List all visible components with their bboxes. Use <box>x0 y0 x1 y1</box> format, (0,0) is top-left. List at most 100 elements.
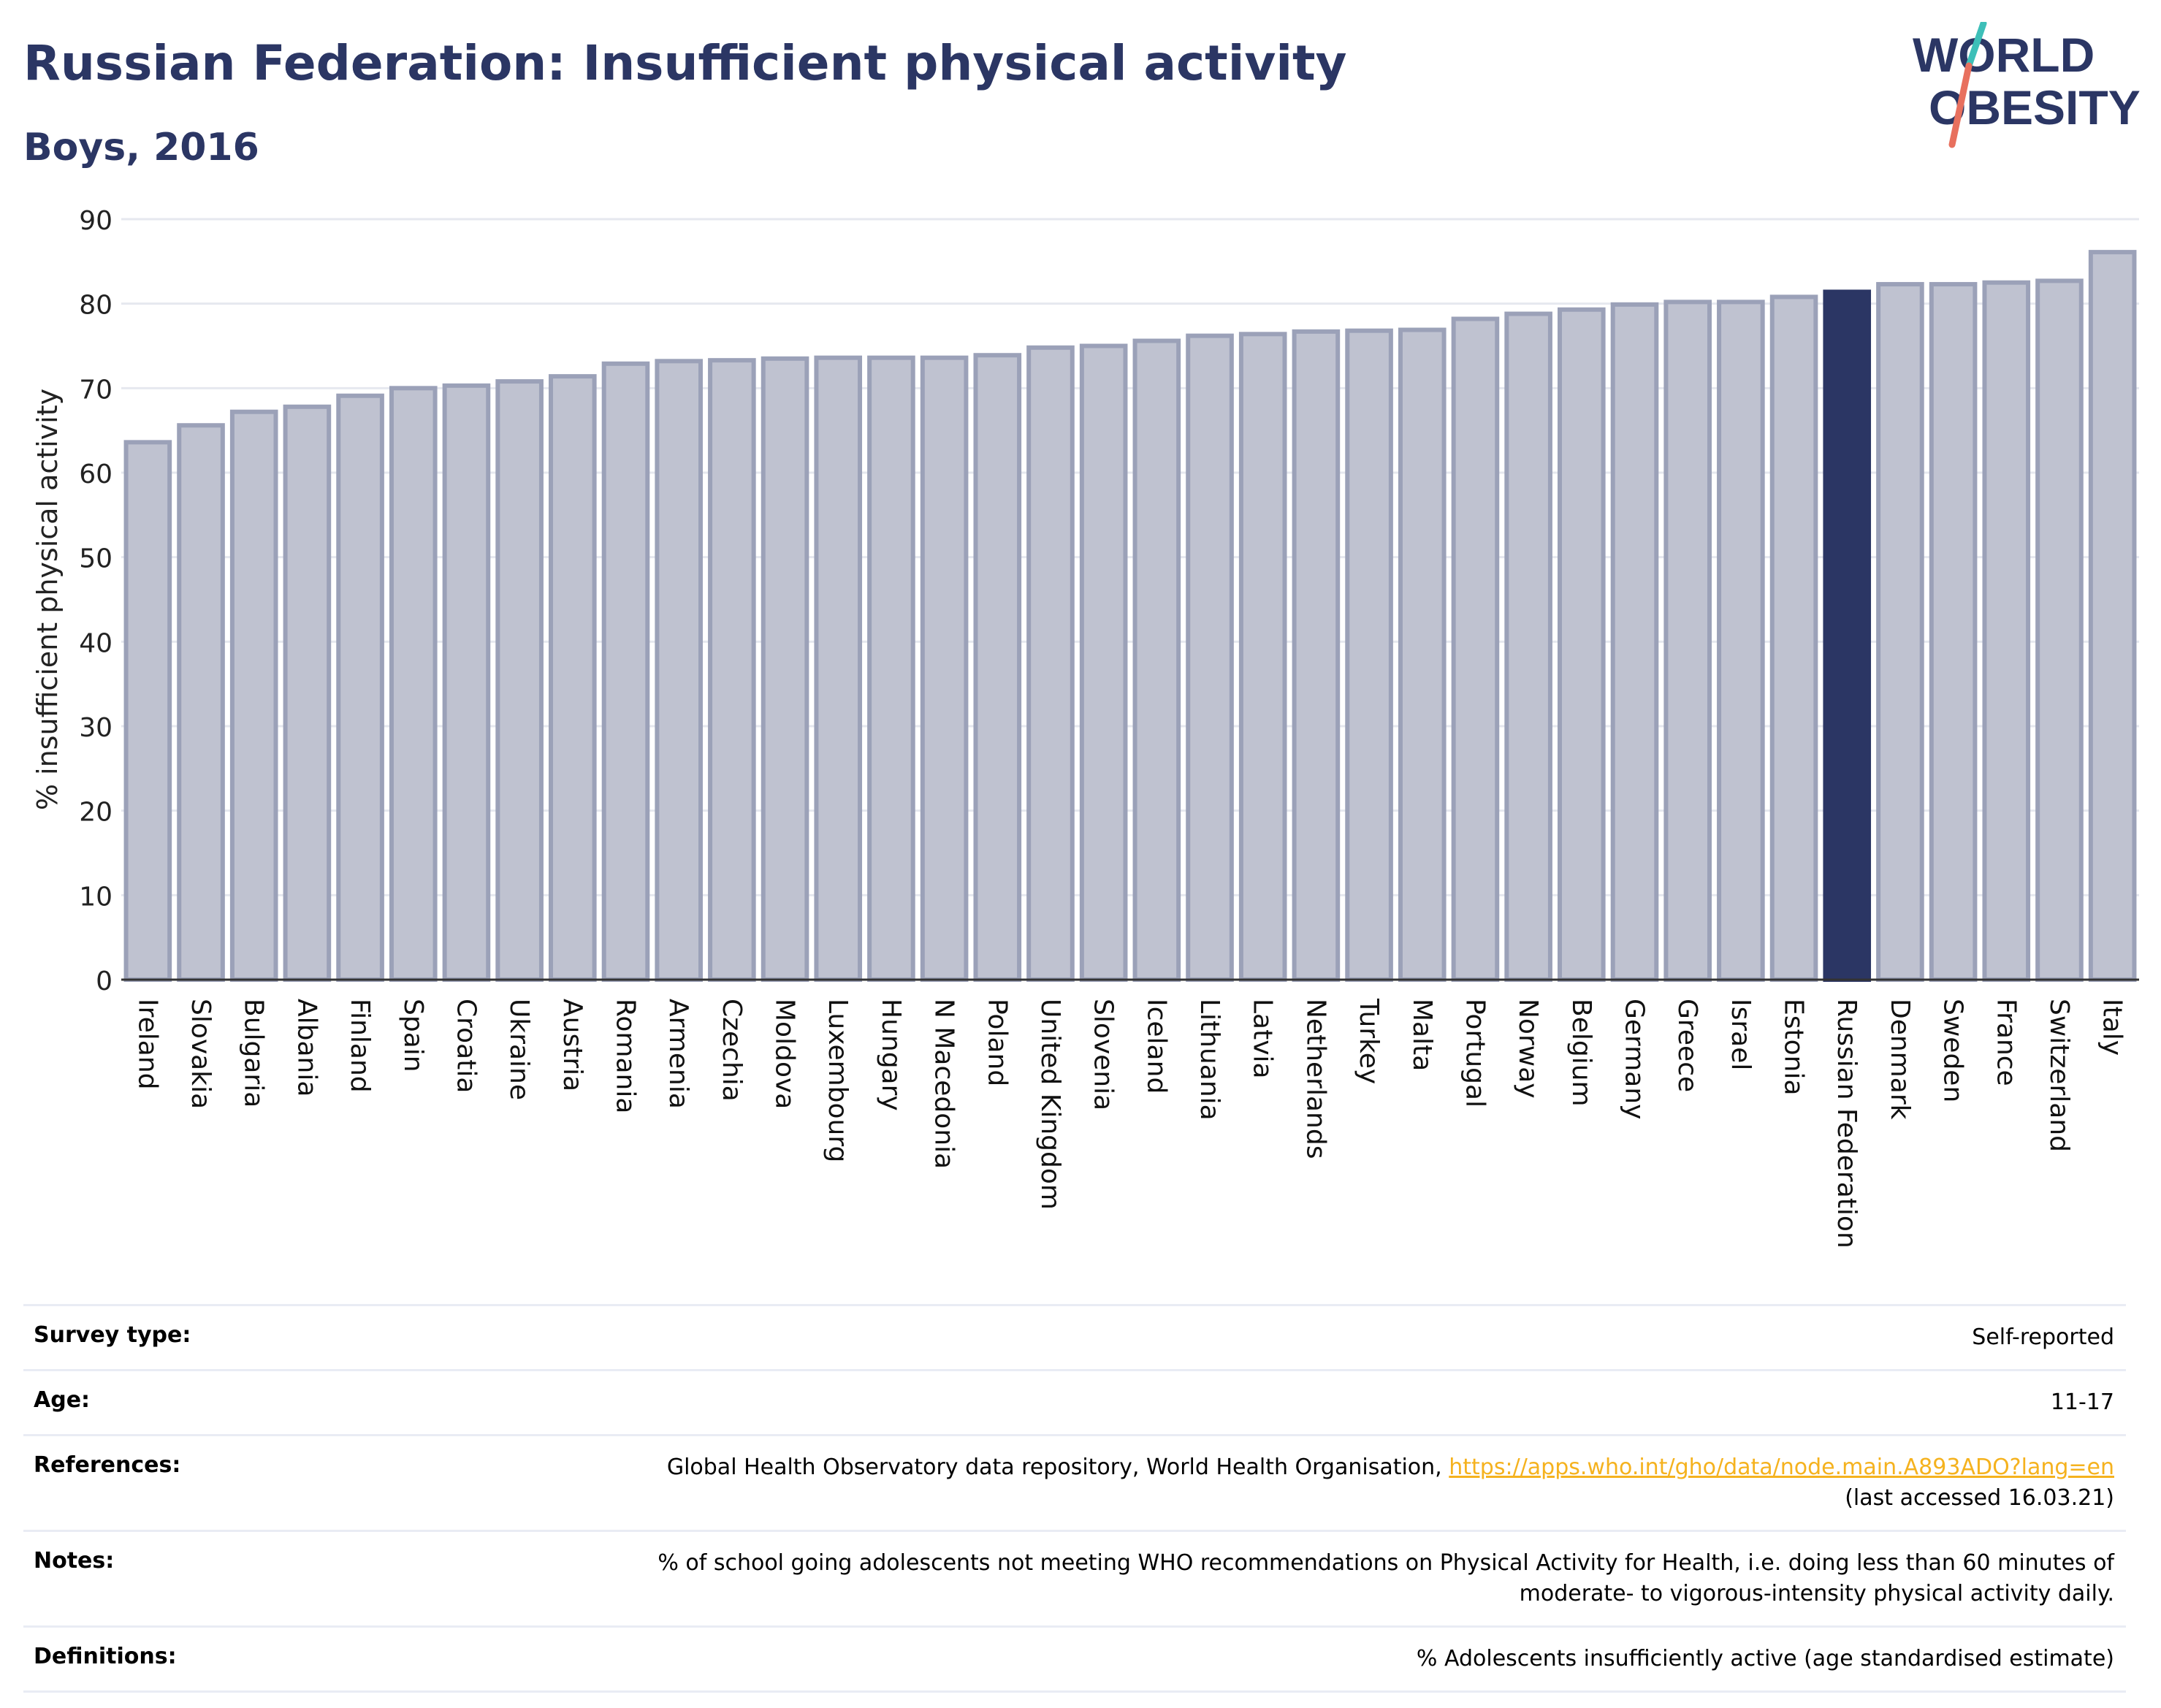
x-tick-label: Russian Federation <box>1832 999 1861 1248</box>
logo-slash-teal <box>1965 22 1987 69</box>
bar <box>761 356 809 983</box>
x-tick-label: Moldova <box>770 999 800 1109</box>
bar <box>442 383 491 982</box>
references-value: Global Health Observatory data repositor… <box>667 1452 2114 1514</box>
bar <box>1982 280 2031 982</box>
x-tick-label: Poland <box>982 999 1012 1086</box>
bar <box>1558 307 1606 983</box>
y-tick-label: 0 <box>96 967 113 996</box>
x-tick-label: Finland <box>345 999 375 1093</box>
logo-slash-red <box>1948 62 1973 148</box>
bar <box>1663 300 1712 982</box>
bar <box>1769 294 1818 982</box>
bar <box>2088 250 2137 983</box>
x-tick-label: Croatia <box>451 999 481 1093</box>
x-tick-label: Italy <box>2097 999 2127 1056</box>
x-tick-label: Czechia <box>717 999 747 1102</box>
y-tick-label: 70 <box>79 375 113 405</box>
y-tick-label: 10 <box>79 882 113 912</box>
y-axis-label: % insufficient physical activity <box>31 389 64 810</box>
x-tick-label: Latvia <box>1248 999 1278 1079</box>
bar <box>1345 328 1393 982</box>
bar <box>123 440 172 982</box>
survey-type-label: Survey type: <box>34 1322 191 1348</box>
references-text: Global Health Observatory data repositor… <box>666 1455 1442 1480</box>
page-title: Russian Federation: Insufficient physica… <box>23 35 1347 91</box>
y-tick-label: 80 <box>79 291 113 321</box>
x-tick-label: Luxembourg <box>823 999 853 1162</box>
age-value: 11-17 <box>2050 1389 2114 1415</box>
logo-line1: WORLD <box>1913 28 2095 82</box>
x-tick-label: Switzerland <box>2044 999 2074 1152</box>
world-obesity-logo: WORLD OBESITY <box>1913 22 2141 148</box>
bar <box>601 361 650 983</box>
notes-label: Notes: <box>34 1548 115 1574</box>
y-tick-label: 40 <box>79 628 113 658</box>
x-tick-label: Hungary <box>876 999 906 1111</box>
bar <box>1026 345 1075 982</box>
bar <box>655 359 703 982</box>
x-tick-label: Iceland <box>1141 999 1171 1094</box>
x-tick-label: Sweden <box>1938 999 1968 1102</box>
notes-line1: % of school going adolescents not meetin… <box>658 1550 2114 1576</box>
bar <box>1504 311 1552 982</box>
y-tick-label: 20 <box>79 798 113 828</box>
x-tick-label: Armenia <box>663 999 693 1109</box>
bar <box>1929 282 1978 982</box>
x-tick-label: Germany <box>1620 999 1650 1119</box>
y-tick-label: 50 <box>79 544 113 574</box>
age-label: Age: <box>34 1387 91 1413</box>
x-tick-label: Albania <box>291 999 321 1097</box>
x-tick-label: Denmark <box>1885 999 1915 1120</box>
references-accessed: (last accessed 16.03.21) <box>1845 1485 2114 1511</box>
x-tick-label: Ukraine <box>504 999 534 1100</box>
x-tick-label: Estonia <box>1779 999 1809 1096</box>
notes-line2: moderate- to vigorous-intensity physical… <box>1519 1581 2114 1606</box>
age-row: Age: 11-17 <box>23 1369 2126 1434</box>
x-tick-label: Slovakia <box>186 999 216 1109</box>
references-link[interactable]: https://apps.who.int/gho/data/node.main.… <box>1449 1455 2114 1480</box>
references-row: References: Global Health Observatory da… <box>23 1434 2126 1530</box>
x-tick-label: Spain <box>398 999 428 1072</box>
bar <box>1398 327 1447 983</box>
bar <box>708 358 756 982</box>
bar <box>389 386 438 983</box>
bar <box>229 409 278 983</box>
y-tick-label: 30 <box>79 713 113 743</box>
x-tick-label: Romania <box>611 999 641 1113</box>
bar <box>1238 332 1287 983</box>
bar <box>1132 338 1181 982</box>
bar <box>549 374 597 982</box>
bar <box>1610 302 1659 983</box>
x-tick-label: Belgium <box>1566 999 1596 1107</box>
definitions-value: % Adolescents insufficiently active (age… <box>1416 1646 2114 1671</box>
bar <box>1292 329 1341 982</box>
notes-value: % of school going adolescents not meetin… <box>658 1548 2114 1609</box>
page-subtitle: Boys, 2016 <box>23 126 259 169</box>
x-tick-label: Greece <box>1672 999 1702 1092</box>
x-tick-label: Malta <box>1407 999 1437 1071</box>
bar <box>1186 333 1234 982</box>
x-tick-label: Austria <box>557 999 587 1091</box>
bar <box>1451 316 1500 982</box>
x-tick-label: Bulgaria <box>239 999 269 1107</box>
x-tick-label: Portugal <box>1460 999 1490 1107</box>
bar <box>336 393 384 982</box>
y-tick-label: 90 <box>79 206 113 236</box>
bar <box>2035 278 2084 983</box>
info-table: Survey type: Self-reported Age: 11-17 Re… <box>23 1304 2126 1693</box>
definitions-row: Definitions: % Adolescents insufficientl… <box>23 1625 2126 1693</box>
x-tick-label: Slovenia <box>1089 999 1118 1110</box>
bar <box>283 404 332 982</box>
x-tick-label: Norway <box>1513 999 1543 1099</box>
x-tick-label: France <box>1991 999 2021 1086</box>
bar <box>495 379 544 982</box>
bar <box>1717 300 1765 982</box>
survey-type-value: Self-reported <box>1972 1324 2114 1350</box>
bar <box>973 353 1022 982</box>
bar <box>177 423 225 982</box>
notes-row: Notes: % of school going adolescents not… <box>23 1530 2126 1625</box>
bar <box>1823 289 1872 982</box>
bar-chart: 0 10 20 30 40 50 60 70 80 90 % insufficient physic… <box>31 206 2139 1248</box>
x-tick-label: N Macedonia <box>929 999 959 1169</box>
